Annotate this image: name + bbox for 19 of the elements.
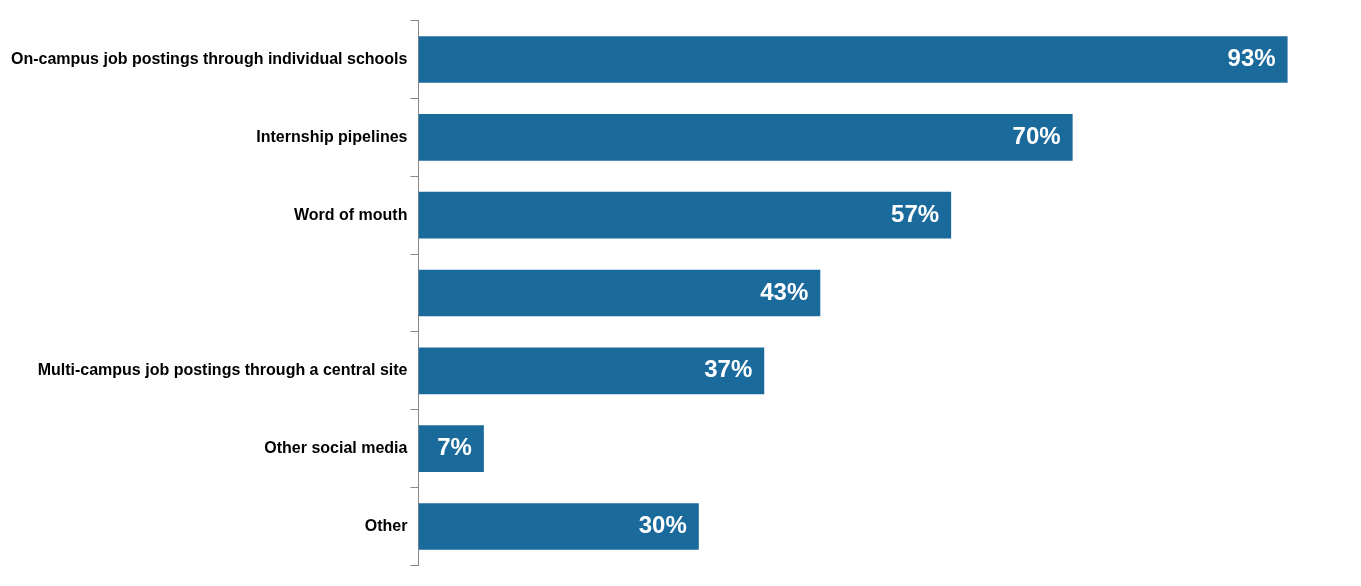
y-tick-label: Multi-campus job postings through a central site: [37, 361, 408, 379]
y-tick-label: Other social media: [264, 439, 408, 457]
y-tick-label: On-campus job postings through individual schools: [11, 49, 408, 67]
bar: [418, 113, 1073, 161]
data-label: 57%: [891, 199, 940, 227]
data-label: 30%: [638, 511, 687, 539]
data-label: 37%: [704, 355, 753, 383]
bar: [418, 191, 952, 239]
data-label: 7%: [437, 433, 472, 461]
y-tick-label: Internship pipelines: [256, 127, 408, 145]
y-tick-label: Other: [364, 516, 408, 534]
bar: [418, 269, 821, 317]
data-label: 93%: [1227, 44, 1276, 72]
bar: [418, 36, 1288, 83]
bar: [418, 347, 765, 395]
data-label: 43%: [760, 277, 809, 305]
bar: [418, 503, 699, 550]
data-label: 70%: [1012, 121, 1061, 149]
y-tick-label: Word of mouth: [294, 205, 408, 223]
